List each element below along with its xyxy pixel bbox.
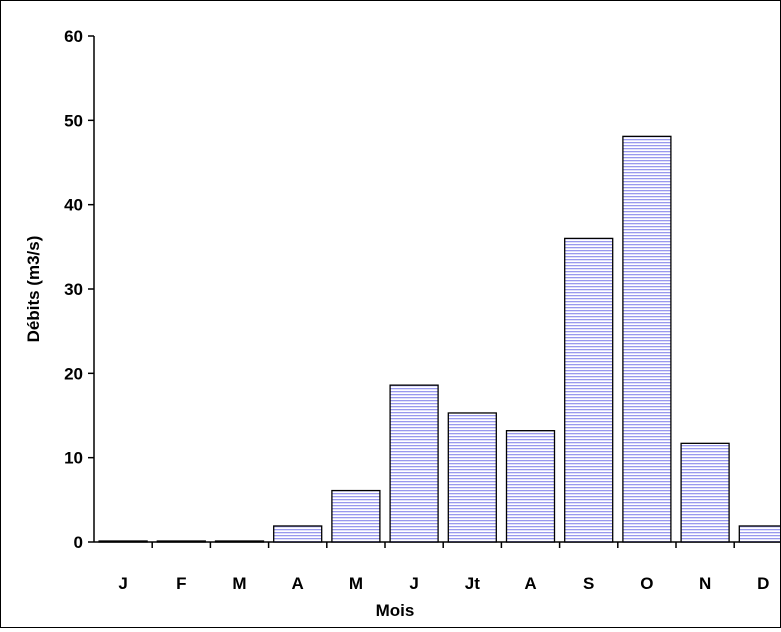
x-tick-label: N [699, 574, 711, 593]
bar-6 [390, 385, 438, 542]
plot-area: 0 10 20 30 40 50 60 J F M A M J Jt A S O N D [64, 27, 780, 593]
x-tick-label: A [524, 574, 536, 593]
y-axis-label: Débits (m3/s) [24, 236, 43, 343]
y-tick-label: 10 [64, 449, 83, 468]
bar-8 [507, 431, 555, 542]
x-tick-label: M [232, 574, 246, 593]
y-tick-label: 0 [74, 533, 83, 552]
bar-2 [157, 541, 205, 542]
x-tick-label: A [292, 574, 304, 593]
bar-12 [739, 526, 780, 542]
bar-7 [448, 413, 496, 542]
bar-11 [681, 443, 729, 542]
bar-10 [623, 136, 671, 542]
x-tick-label: O [640, 574, 653, 593]
bar-3 [216, 541, 264, 542]
x-tick-label: F [176, 574, 186, 593]
x-tick-label: Jt [465, 574, 480, 593]
bar-5 [332, 491, 380, 542]
bar-1 [99, 541, 147, 542]
bar-9 [565, 238, 613, 542]
x-axis-label: Mois [376, 601, 415, 620]
bar-4 [274, 526, 322, 542]
x-tick-label: J [118, 574, 127, 593]
y-tick-label: 60 [64, 27, 83, 46]
x-tick-label: S [583, 574, 594, 593]
y-tick-label: 40 [64, 196, 83, 215]
x-tick-label: M [349, 574, 363, 593]
x-tick-label: D [757, 574, 769, 593]
y-tick-label: 50 [64, 111, 83, 130]
y-tick-label: 30 [64, 280, 83, 299]
y-tick-label: 20 [64, 364, 83, 383]
x-tick-label: J [409, 574, 418, 593]
